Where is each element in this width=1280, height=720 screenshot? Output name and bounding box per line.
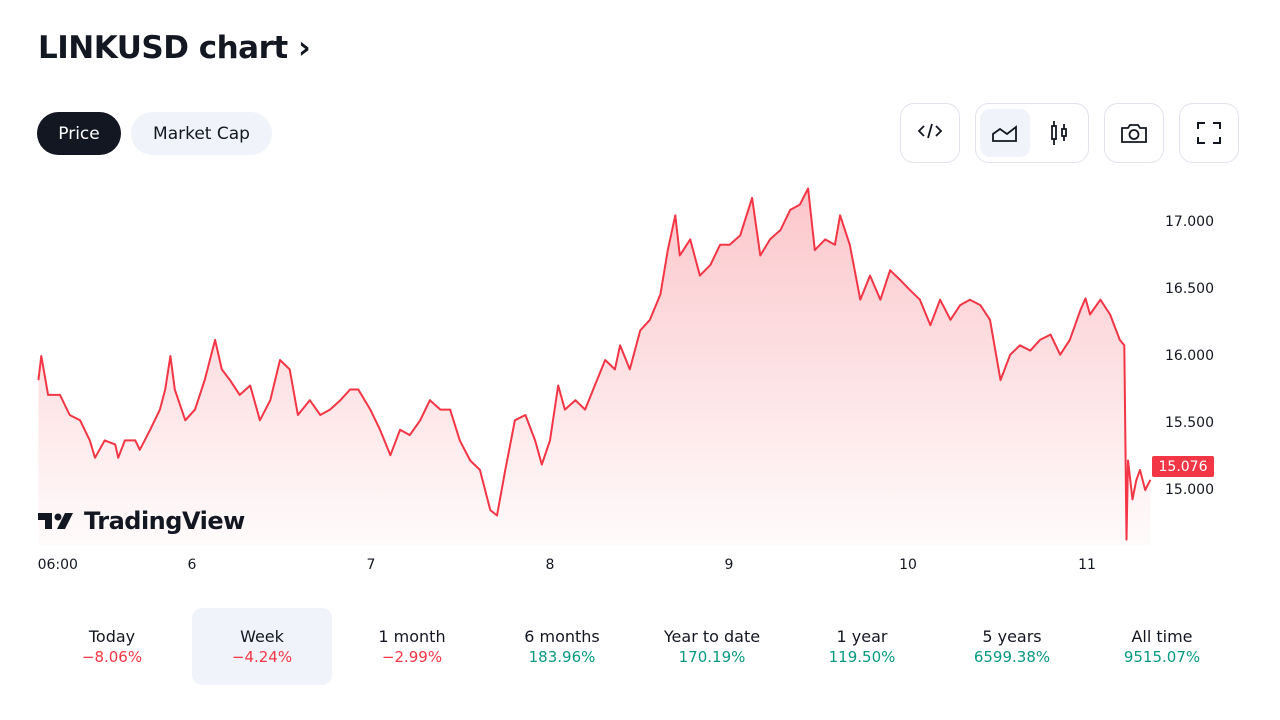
chevron-right-icon: › bbox=[298, 30, 311, 66]
period-today[interactable]: Today −8.06% bbox=[37, 608, 187, 685]
candlestick-icon bbox=[1051, 121, 1067, 145]
y-tick-label: 17.000 bbox=[1165, 214, 1214, 230]
period-change: 6599.38% bbox=[973, 648, 1051, 666]
x-tick-label: 7 bbox=[366, 557, 376, 573]
period-label: Today bbox=[88, 627, 136, 646]
period-1-month[interactable]: 1 month −2.99% bbox=[337, 608, 487, 685]
period-change: 119.50% bbox=[828, 648, 896, 666]
period-label: Year to date bbox=[663, 627, 761, 646]
tradingview-logo[interactable]: TradingView bbox=[38, 507, 245, 535]
tradingview-logo-icon bbox=[38, 513, 73, 529]
period-label: Week bbox=[240, 627, 284, 646]
page-title[interactable]: LINKUSD chart › bbox=[38, 30, 311, 66]
x-tick-label: 06:00 bbox=[37, 557, 78, 573]
logo-text: TradingView bbox=[84, 507, 245, 535]
period-change: −8.06% bbox=[81, 648, 143, 666]
period-label: 1 year bbox=[836, 627, 888, 646]
period-5-years[interactable]: 5 years 6599.38% bbox=[937, 608, 1087, 685]
snapshot-button[interactable] bbox=[1104, 103, 1164, 163]
period-change: 9515.07% bbox=[1123, 648, 1201, 666]
period-change: 183.96% bbox=[528, 648, 596, 666]
period-year-to-date[interactable]: Year to date 170.19% bbox=[637, 608, 787, 685]
candlestick-button[interactable] bbox=[1034, 109, 1084, 157]
tab-price[interactable]: Price bbox=[37, 112, 121, 155]
period-week[interactable]: Week −4.24% bbox=[192, 608, 332, 685]
x-tick-label: 8 bbox=[545, 557, 555, 573]
area-chart-button[interactable] bbox=[980, 109, 1030, 157]
x-tick-label: 10 bbox=[899, 557, 917, 573]
period-change: 170.19% bbox=[678, 648, 746, 666]
period-6-months[interactable]: 6 months 183.96% bbox=[487, 608, 637, 685]
last-price-tag: 15.076 bbox=[1152, 456, 1214, 477]
period-change: −2.99% bbox=[381, 648, 443, 666]
embed-button[interactable] bbox=[900, 103, 960, 163]
fullscreen-button[interactable] bbox=[1179, 103, 1239, 163]
period-label: 6 months bbox=[524, 627, 600, 646]
camera-icon bbox=[1121, 124, 1147, 143]
price-line bbox=[37, 187, 1152, 541]
tab-market-cap[interactable]: Market Cap bbox=[131, 112, 272, 155]
period-label: All time bbox=[1131, 627, 1193, 646]
period-all-time[interactable]: All time 9515.07% bbox=[1087, 608, 1237, 685]
chart-type-group bbox=[975, 103, 1089, 163]
area-chart-icon bbox=[992, 125, 1017, 142]
title-text: LINKUSD chart bbox=[38, 30, 288, 66]
y-tick-label: 16.000 bbox=[1165, 348, 1214, 364]
x-tick-label: 6 bbox=[187, 557, 197, 573]
y-tick-label: 16.500 bbox=[1165, 281, 1214, 297]
period-label: 5 years bbox=[982, 627, 1042, 646]
period-1-year[interactable]: 1 year 119.50% bbox=[787, 608, 937, 685]
price-area-fill bbox=[38, 188, 1151, 545]
embed-code-icon bbox=[917, 121, 943, 145]
period-change: −4.24% bbox=[231, 648, 293, 666]
period-label: 1 month bbox=[378, 627, 446, 646]
x-tick-label: 9 bbox=[724, 557, 734, 573]
x-tick-label: 11 bbox=[1078, 557, 1096, 573]
y-tick-label: 15.500 bbox=[1165, 415, 1214, 431]
y-tick-label: 15.000 bbox=[1165, 482, 1214, 498]
fullscreen-icon bbox=[1197, 122, 1221, 144]
period-selector: Today −8.06% Week −4.24% 1 month −2.99% 6 mont… bbox=[37, 608, 1237, 685]
